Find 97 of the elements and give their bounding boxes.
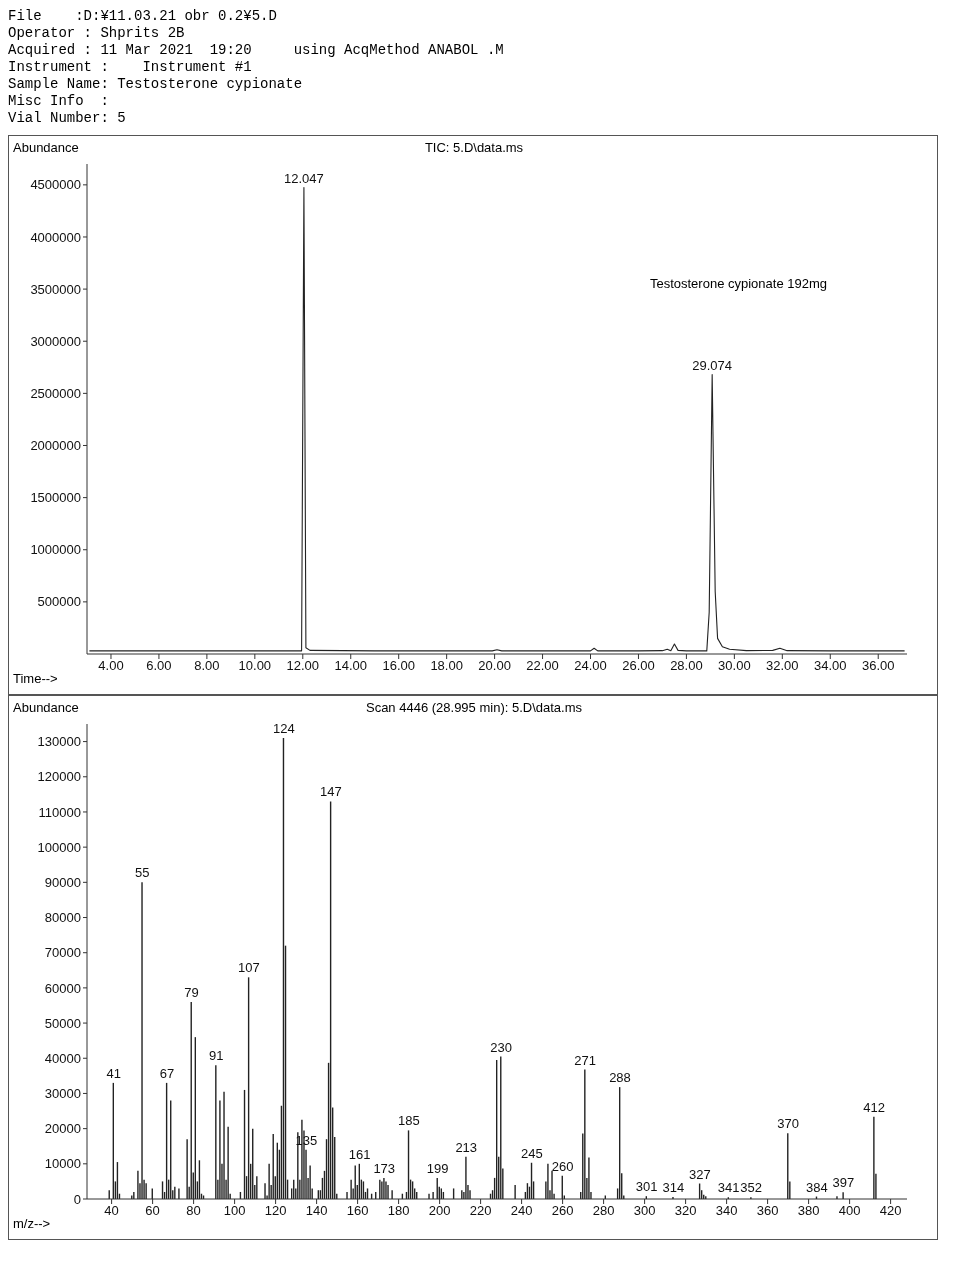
annotation: 199 xyxy=(426,1160,449,1176)
x-tick-label: 10.00 xyxy=(238,658,272,674)
x-tick-label: 340 xyxy=(715,1203,738,1219)
chart-subtitle: File :D:¥11.03.21 obr 0.2¥5.D Operator : Shprits 2B Acquired : 11 Mar 2021 19:20 using AcqMethod ANABOL .M Instrument : Instrument #1 Sample Name: Testosterone cypionate Misc Info : Vial Number: 5 xyxy=(8,8,505,127)
x-tick-label: 22.00 xyxy=(526,658,559,674)
y-tick-label: 50000 xyxy=(44,1015,81,1031)
x-axis-title: Time--> xyxy=(13,671,58,686)
annotation: 147 xyxy=(320,784,342,800)
x-tick-label: 360 xyxy=(756,1203,779,1219)
y-tick-label: 1500000 xyxy=(30,490,81,506)
x-tick-label: 32.00 xyxy=(766,658,799,674)
annotation: 384 xyxy=(805,1179,828,1195)
annotation: 230 xyxy=(490,1039,512,1055)
annotation: 185 xyxy=(398,1113,420,1129)
y-tick-label: 10000 xyxy=(44,1156,81,1172)
x-tick-label: 4.00 xyxy=(98,658,124,674)
x-tick-label: 180 xyxy=(387,1203,410,1219)
annotation: 12.047 xyxy=(284,170,324,186)
x-tick-label: 200 xyxy=(428,1203,451,1219)
x-tick-label: 24.00 xyxy=(574,658,607,674)
x-tick-label: 8.00 xyxy=(194,658,220,674)
y-tick-label: 40000 xyxy=(44,1050,81,1066)
y-tick-label: 80000 xyxy=(44,910,81,926)
y-tick-label: 4500000 xyxy=(30,177,81,193)
x-tick-label: 6.00 xyxy=(146,658,172,674)
x-tick-label: 28.00 xyxy=(670,658,703,674)
x-tick-label: 100 xyxy=(223,1203,246,1219)
chart-title: TIC: 5.D\data.ms xyxy=(424,140,524,155)
x-tick-label: 300 xyxy=(633,1203,656,1219)
y-tick-label: 90000 xyxy=(44,874,81,890)
annotation: 107 xyxy=(238,960,260,976)
x-tick-label: 60 xyxy=(145,1203,160,1219)
x-tick-label: 20.00 xyxy=(478,658,511,674)
x-tick-label: 26.00 xyxy=(622,658,655,674)
annotation: 245 xyxy=(521,1145,543,1161)
x-tick-label: 160 xyxy=(346,1203,369,1219)
annotation: 288 xyxy=(609,1070,631,1086)
y-tick-label: 3000000 xyxy=(30,333,81,349)
annotation: 55 xyxy=(135,865,150,881)
annotation: 397 xyxy=(832,1175,855,1191)
y-axis-title: Abundance xyxy=(13,140,79,155)
x-axis-title: m/z--> xyxy=(13,1216,51,1231)
y-tick-label: 100000 xyxy=(37,839,81,855)
annotation: 341 xyxy=(717,1180,740,1196)
y-tick-label: 1000000 xyxy=(30,542,81,558)
x-tick-label: 140 xyxy=(305,1203,328,1219)
y-tick-label: 500000 xyxy=(37,594,81,610)
annotation: 41 xyxy=(106,1065,121,1081)
y-tick-label: 130000 xyxy=(37,734,81,750)
y-tick-label: 2500000 xyxy=(30,385,81,401)
annotation: 370 xyxy=(777,1116,799,1132)
x-tick-label: 18.00 xyxy=(430,658,463,674)
annotation: 301 xyxy=(635,1179,658,1195)
y-tick-label: 110000 xyxy=(38,804,81,820)
annotation: 161 xyxy=(348,1146,371,1162)
y-tick-label: 4000000 xyxy=(30,229,81,245)
y-tick-label: 20000 xyxy=(44,1121,81,1137)
x-tick-label: 320 xyxy=(674,1203,697,1219)
annotation: 352 xyxy=(740,1180,763,1196)
x-tick-label: 80 xyxy=(186,1203,201,1219)
x-tick-label: 380 xyxy=(797,1203,820,1219)
x-tick-label: 420 xyxy=(879,1203,902,1219)
x-tick-label: 14.00 xyxy=(334,658,368,674)
annotation: 314 xyxy=(662,1179,685,1195)
annotation: 412 xyxy=(863,1099,886,1115)
y-tick-label: 60000 xyxy=(44,980,81,996)
x-tick-label: 16.00 xyxy=(382,658,415,674)
x-tick-label: 280 xyxy=(592,1203,615,1219)
annotation: 271 xyxy=(574,1052,596,1068)
annotation: Testosterone cypionate 192mg xyxy=(649,276,827,291)
x-tick-label: 120 xyxy=(264,1203,287,1219)
annotation: 91 xyxy=(208,1048,224,1064)
y-tick-label: 70000 xyxy=(44,945,81,961)
x-tick-label: 240 xyxy=(510,1203,533,1219)
x-tick-label: 260 xyxy=(551,1203,574,1219)
annotation: 67 xyxy=(159,1065,175,1081)
x-tick-label: 40 xyxy=(104,1203,119,1219)
y-tick-label: 3500000 xyxy=(30,281,81,297)
x-tick-label: 220 xyxy=(469,1203,492,1219)
y-tick-label: 120000 xyxy=(37,769,81,785)
x-tick-label: 30.00 xyxy=(718,658,751,674)
chart-title: Scan 4446 (28.995 min): 5.D\data.ms xyxy=(365,700,583,715)
y-tick-label: 30000 xyxy=(44,1086,81,1102)
annotation: 29.074 xyxy=(692,357,733,373)
y-tick-label: 0 xyxy=(73,1191,81,1207)
y-tick-label: 2000000 xyxy=(30,438,81,454)
x-tick-label: 34.00 xyxy=(814,658,847,674)
x-tick-label: 36.00 xyxy=(861,658,895,674)
y-axis-title: Abundance xyxy=(13,700,79,715)
annotation: 173 xyxy=(373,1160,396,1176)
annotation: 79 xyxy=(184,984,199,1000)
annotation: 124 xyxy=(272,721,295,737)
x-tick-label: 12.00 xyxy=(286,658,320,674)
annotation: 213 xyxy=(455,1139,478,1155)
annotation: 327 xyxy=(689,1166,711,1182)
annotation: 260 xyxy=(551,1158,574,1174)
x-tick-label: 400 xyxy=(838,1203,861,1219)
